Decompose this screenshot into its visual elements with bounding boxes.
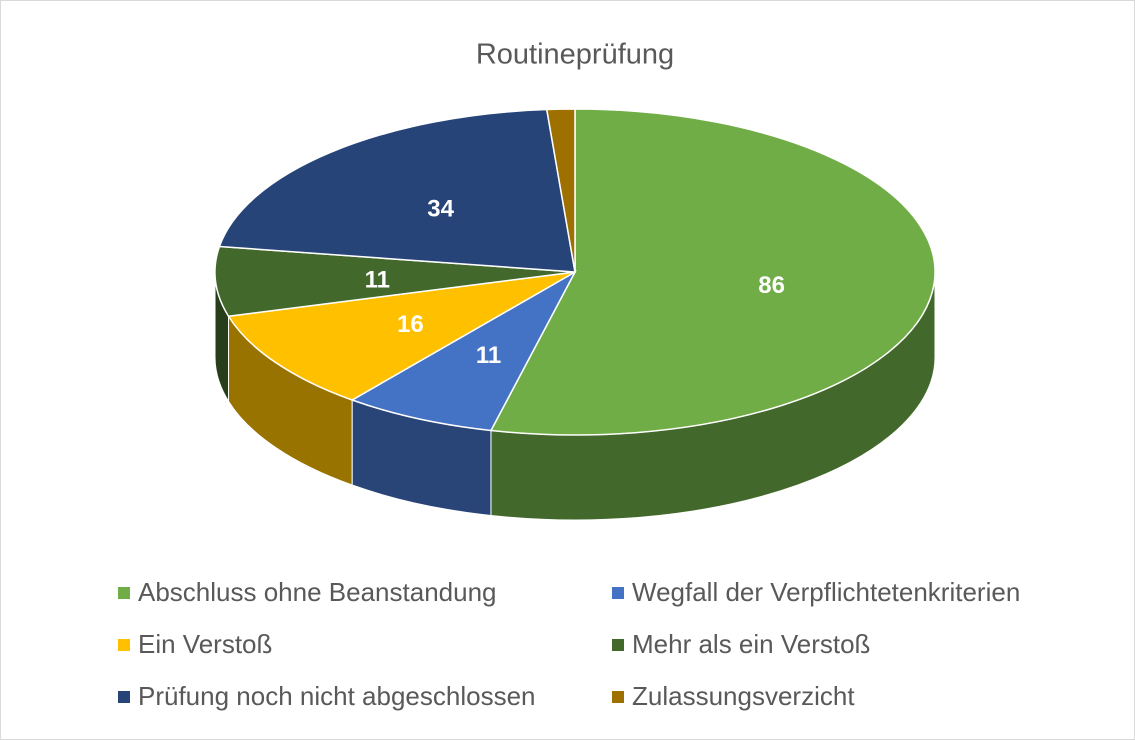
legend-swatch [612,639,624,651]
chart-title: Routineprüfung [476,39,674,71]
data-label: 11 [476,342,501,369]
legend-swatch [118,691,130,703]
data-label: 11 [365,267,390,294]
slice [214,245,576,318]
legend-label: Prüfung noch nicht abgeschlossen [138,681,536,711]
legend-swatch [612,587,624,599]
data-label: 16 [397,311,424,338]
data-label: 34 [427,196,454,223]
legend-label: Abschluss ohne Beanstandung [138,577,497,607]
slice [218,108,576,273]
slice [350,270,577,432]
slice [489,108,936,436]
slice [227,271,576,401]
legend-swatch [612,691,624,703]
legend-label: Ein Verstoß [138,629,272,659]
data-label: 86 [758,272,785,299]
legend-label: Wegfall der Verpflichtetenkriterien [632,577,1020,607]
legend-label: Mehr als ein Verstoß [632,629,870,659]
legend-swatch [118,639,130,651]
legend-label: Zulassungsverzicht [632,681,855,711]
legend-swatch [118,587,130,599]
slice [545,108,576,273]
